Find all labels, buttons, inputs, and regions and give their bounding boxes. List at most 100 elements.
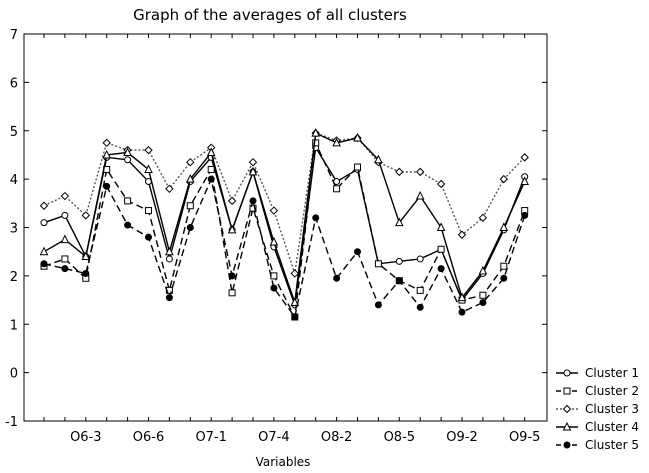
data-point: [521, 211, 529, 219]
data-point: [269, 236, 279, 246]
data-point: [291, 313, 299, 321]
data-point: [290, 269, 300, 278]
data-point: [332, 137, 341, 147]
data-point: [269, 206, 279, 215]
plot-frame: [23, 33, 548, 422]
data-point: [39, 246, 49, 256]
x-tick-label: O9-5: [509, 430, 540, 445]
data-point: [165, 255, 173, 263]
data-point: [520, 153, 529, 162]
data-point: [165, 294, 173, 302]
data-point: [60, 191, 70, 201]
data-point: [457, 292, 467, 302]
data-point: [103, 182, 111, 190]
series-cluster-5: [40, 175, 529, 321]
data-point: [249, 197, 257, 205]
data-point: [123, 147, 132, 157]
legend-label: Cluster 3: [585, 402, 639, 416]
data-point: [207, 165, 215, 173]
data-point: [40, 219, 48, 227]
y-tick-label: 2: [10, 270, 18, 285]
data-point: [186, 224, 194, 231]
data-point: [270, 284, 278, 292]
data-point: [458, 308, 466, 316]
data-point: [248, 166, 258, 176]
series-line: [43, 132, 526, 303]
x-tick-label: O6-3: [70, 430, 101, 445]
legend-item-cluster-4: Cluster 4: [556, 420, 639, 434]
data-point: [354, 163, 361, 171]
series-cluster-4: [39, 128, 530, 306]
data-point: [374, 260, 382, 268]
data-point: [186, 202, 194, 210]
y-tick-label: 7: [10, 28, 18, 43]
legend-marker: [562, 421, 572, 431]
x-tick-label: O7-4: [258, 430, 289, 445]
series-line: [43, 140, 526, 320]
x-axis-label: Variables: [256, 455, 311, 469]
legend-item-cluster-3: Cluster 3: [556, 402, 639, 416]
x-tick-label: O8-2: [321, 430, 352, 445]
data-point: [270, 272, 278, 280]
data-point: [416, 255, 424, 263]
legend-item-cluster-5: Cluster 5: [556, 438, 639, 452]
data-point: [353, 132, 362, 142]
data-point: [165, 246, 174, 256]
legend-marker: [563, 387, 571, 395]
legend-label: Cluster 4: [585, 420, 639, 434]
data-point: [436, 179, 446, 189]
data-point: [478, 213, 488, 223]
data-point: [227, 196, 237, 206]
data-point: [374, 301, 382, 309]
data-point: [499, 174, 509, 184]
data-point: [500, 262, 508, 270]
y-tick-label: 5: [10, 125, 18, 140]
data-point: [395, 167, 404, 177]
data-point: [395, 277, 403, 285]
data-point: [311, 128, 321, 137]
data-point: [394, 217, 404, 227]
y-tick-label: 0: [10, 367, 18, 382]
legend-label: Cluster 2: [585, 384, 639, 398]
chart-title: Graph of the averages of all clusters: [133, 6, 407, 24]
data-point: [500, 274, 508, 282]
legend: Cluster 1 Cluster 2 Cluster 3 Cluster 4 Clus…: [556, 366, 639, 452]
data-point: [416, 286, 424, 294]
data-point: [333, 185, 341, 193]
data-point: [144, 164, 153, 173]
data-point: [185, 174, 195, 183]
y-tick-label: 4: [10, 173, 18, 188]
legend-marker: [563, 441, 571, 449]
data-point: [479, 291, 487, 299]
legend-marker: [563, 369, 571, 377]
data-point: [207, 175, 215, 183]
series-line: [43, 132, 526, 274]
data-point: [478, 265, 488, 275]
data-point: [124, 197, 132, 205]
data-point: [61, 211, 69, 219]
data-point: [60, 234, 70, 244]
legend-marker: [562, 404, 572, 414]
legend-item-cluster-1: Cluster 1: [556, 366, 639, 380]
data-point: [457, 230, 467, 239]
data-point: [354, 248, 361, 256]
data-point: [333, 274, 341, 282]
series-cluster-2: [40, 139, 529, 321]
data-point: [145, 207, 152, 215]
data-point: [165, 184, 174, 194]
legend-label: Cluster 5: [585, 438, 639, 452]
data-point: [479, 298, 487, 306]
x-tick-label: O8-5: [384, 430, 415, 445]
data-point: [436, 222, 446, 231]
x-tick-label: O9-2: [446, 430, 477, 445]
data-point: [415, 167, 425, 177]
data-point: [228, 289, 236, 297]
data-point: [82, 269, 90, 277]
series-cluster-1: [40, 144, 529, 309]
y-tick-label: -1: [5, 415, 18, 430]
data-point: [144, 145, 153, 155]
data-point: [227, 224, 237, 234]
data-point: [248, 157, 258, 167]
legend-item-cluster-2: Cluster 2: [556, 384, 639, 398]
